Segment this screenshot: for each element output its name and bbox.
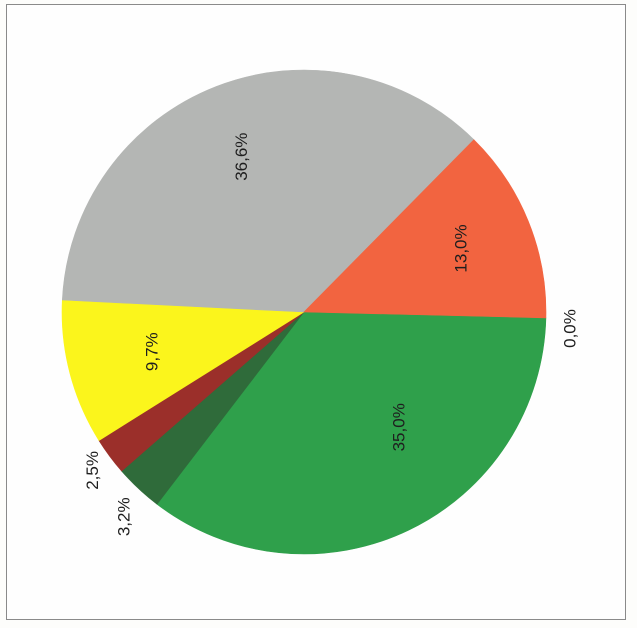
slice-label: 9,7%: [142, 332, 161, 371]
slice-label: 3,2%: [115, 497, 134, 536]
pie-slice: [61, 69, 475, 313]
pie-slice: [303, 139, 547, 319]
slice-label: 36,6%: [232, 133, 251, 181]
slice-label: 0,0%: [561, 309, 580, 348]
pie-slice: [156, 311, 547, 555]
slice-label: 35,0%: [389, 403, 408, 451]
slice-label: 13,0%: [452, 224, 471, 272]
slice-label: 2,5%: [83, 451, 102, 490]
pie-slice: [61, 299, 305, 441]
